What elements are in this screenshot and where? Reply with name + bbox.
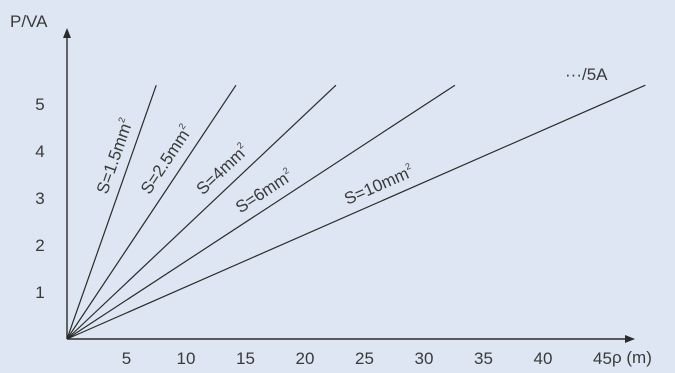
x-tick-label: 40 bbox=[534, 349, 553, 368]
x-axis-arrow bbox=[625, 335, 635, 343]
series-lines bbox=[66, 84, 646, 340]
y-axis-label: P/VA bbox=[10, 12, 48, 31]
y-tick-label: 3 bbox=[35, 189, 44, 208]
series-line bbox=[66, 84, 337, 340]
x-tick-label: 10 bbox=[177, 349, 196, 368]
y-tick-labels: 1 2 3 4 5 bbox=[35, 95, 44, 302]
x-tick-labels: 5 10 15 20 25 30 35 40 45 bbox=[122, 349, 612, 368]
y-axis-arrow bbox=[63, 28, 71, 38]
x-tick-label: 5 bbox=[122, 349, 131, 368]
series-line bbox=[66, 84, 456, 340]
x-tick-label: 35 bbox=[474, 349, 493, 368]
current-annotation: ···/5A bbox=[565, 65, 608, 84]
y-tick-label: 1 bbox=[35, 283, 44, 302]
x-tick-label: 30 bbox=[415, 349, 434, 368]
series-line bbox=[66, 84, 237, 340]
y-tick-label: 2 bbox=[35, 236, 44, 255]
x-tick-label: 45 bbox=[593, 349, 612, 368]
axes: P/VA ρ (m) bbox=[10, 12, 652, 367]
series-line bbox=[66, 85, 157, 340]
y-tick-label: 4 bbox=[35, 142, 44, 161]
series-line bbox=[66, 84, 646, 340]
x-tick-label: 15 bbox=[236, 349, 255, 368]
x-tick-label: 25 bbox=[355, 349, 374, 368]
x-axis-label: ρ (m) bbox=[612, 348, 652, 367]
x-tick-label: 20 bbox=[296, 349, 315, 368]
y-tick-label: 5 bbox=[35, 95, 44, 114]
